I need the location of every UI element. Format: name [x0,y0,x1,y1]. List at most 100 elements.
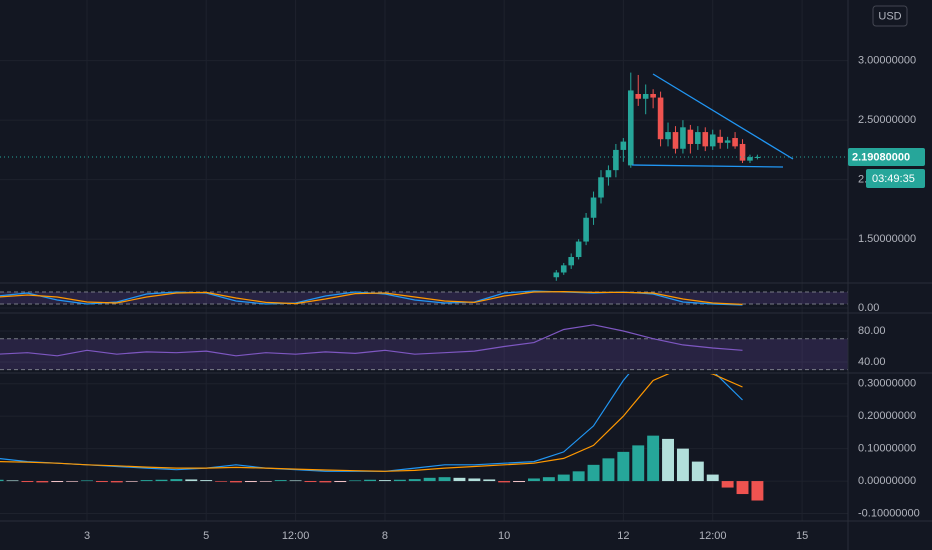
histogram-bar [274,480,287,482]
candle-body [657,97,664,140]
histogram-bar [751,481,764,501]
y-tick-label: 0.00 [858,302,879,314]
x-tick-label: 12:00 [699,530,727,542]
candle-body [695,132,701,144]
countdown: 03:49:35 [872,173,915,185]
candle-body [687,129,694,144]
y-tick-label: 0.30000000 [858,378,916,390]
histogram-bar [140,480,153,482]
candle-body [739,143,746,161]
histogram-bar [721,481,734,488]
histogram-bar [557,474,570,482]
histogram-bar [527,478,540,482]
candle-body [665,132,671,140]
candle-body [575,241,582,258]
histogram-bar [200,480,213,482]
histogram-bar [215,481,228,482]
candle-body [642,94,649,99]
histogram-bar [379,480,391,482]
trend-line [652,73,794,160]
candle-body [747,157,753,161]
indicator-line [0,290,743,305]
candle-body [613,149,619,171]
histogram-bar [244,481,257,483]
candle-body [702,132,709,147]
histogram-bar [498,481,511,483]
histogram-bar [572,471,585,482]
histogram-bar [110,481,123,483]
histogram-bar [542,477,555,482]
x-tick-label: 3 [84,530,90,542]
histogram-bar [602,458,615,482]
candle-body [724,140,731,143]
y-tick-label: -0.10000000 [858,507,920,519]
histogram-bar [736,481,749,495]
histogram-bar [66,481,79,482]
x-tick-label: 5 [203,530,209,542]
candle-body [754,156,761,158]
histogram-bar [155,479,168,482]
histogram-bar [408,479,421,482]
histogram-bar [438,477,451,482]
candle-body [590,197,597,218]
histogram-bar [289,480,302,482]
candle-body [620,141,627,150]
candle-body [627,90,634,166]
candle-body [709,134,716,147]
histogram-bar [230,481,242,483]
histogram-bar [453,477,466,482]
currency: USD [878,10,901,22]
candle-body [650,94,656,98]
x-tick-label: 15 [796,530,808,542]
histogram-bar [393,479,406,482]
histogram-bar [319,481,332,483]
candle-body [583,217,589,242]
histogram-bar [51,481,64,483]
countdown-box [866,168,925,188]
histogram-bar [632,445,645,482]
candle-body [635,94,642,99]
currency-button[interactable] [872,5,908,27]
histogram-bar [21,481,34,483]
candle-body [680,127,686,149]
indicator-line [0,374,743,472]
last-price-label: 2.19080000 [852,151,910,163]
histogram-bar [483,479,496,482]
histogram-bar [125,481,138,482]
histogram-bar [423,477,436,482]
histogram-bar [0,479,4,482]
histogram-bar [691,461,704,482]
histogram-bar [304,481,317,483]
histogram-bar [468,478,481,482]
histogram-bar [170,479,183,482]
candle-body [598,177,604,198]
x-tick-label: 12:00 [282,530,310,542]
y-tick-label: 3.00000000 [858,55,916,67]
candle-body [553,272,560,278]
histogram-bar [36,481,49,483]
histogram-bar [95,481,108,483]
candle-body [568,257,574,266]
histogram-bar [647,435,660,482]
y-tick-label: 40.00 [858,356,886,368]
histogram-bar [6,480,19,482]
histogram-bar [587,464,600,482]
indicator-line [0,324,743,357]
histogram-bar [259,481,272,482]
histogram-bar [364,479,377,482]
histogram-bar [81,480,93,482]
candle-body [605,170,612,178]
histogram-bar [513,481,526,483]
trend-line [631,164,784,168]
y-tick-label: 0.20000000 [858,410,916,422]
x-tick-label: 8 [382,530,388,542]
histogram-bar [349,480,362,482]
histogram-bar [617,451,630,482]
y-tick-label: 0.00000000 [858,475,916,487]
histogram-bar [676,448,689,482]
last-price-box [848,147,925,166]
candle-body [732,138,738,147]
candle-body [672,132,679,149]
